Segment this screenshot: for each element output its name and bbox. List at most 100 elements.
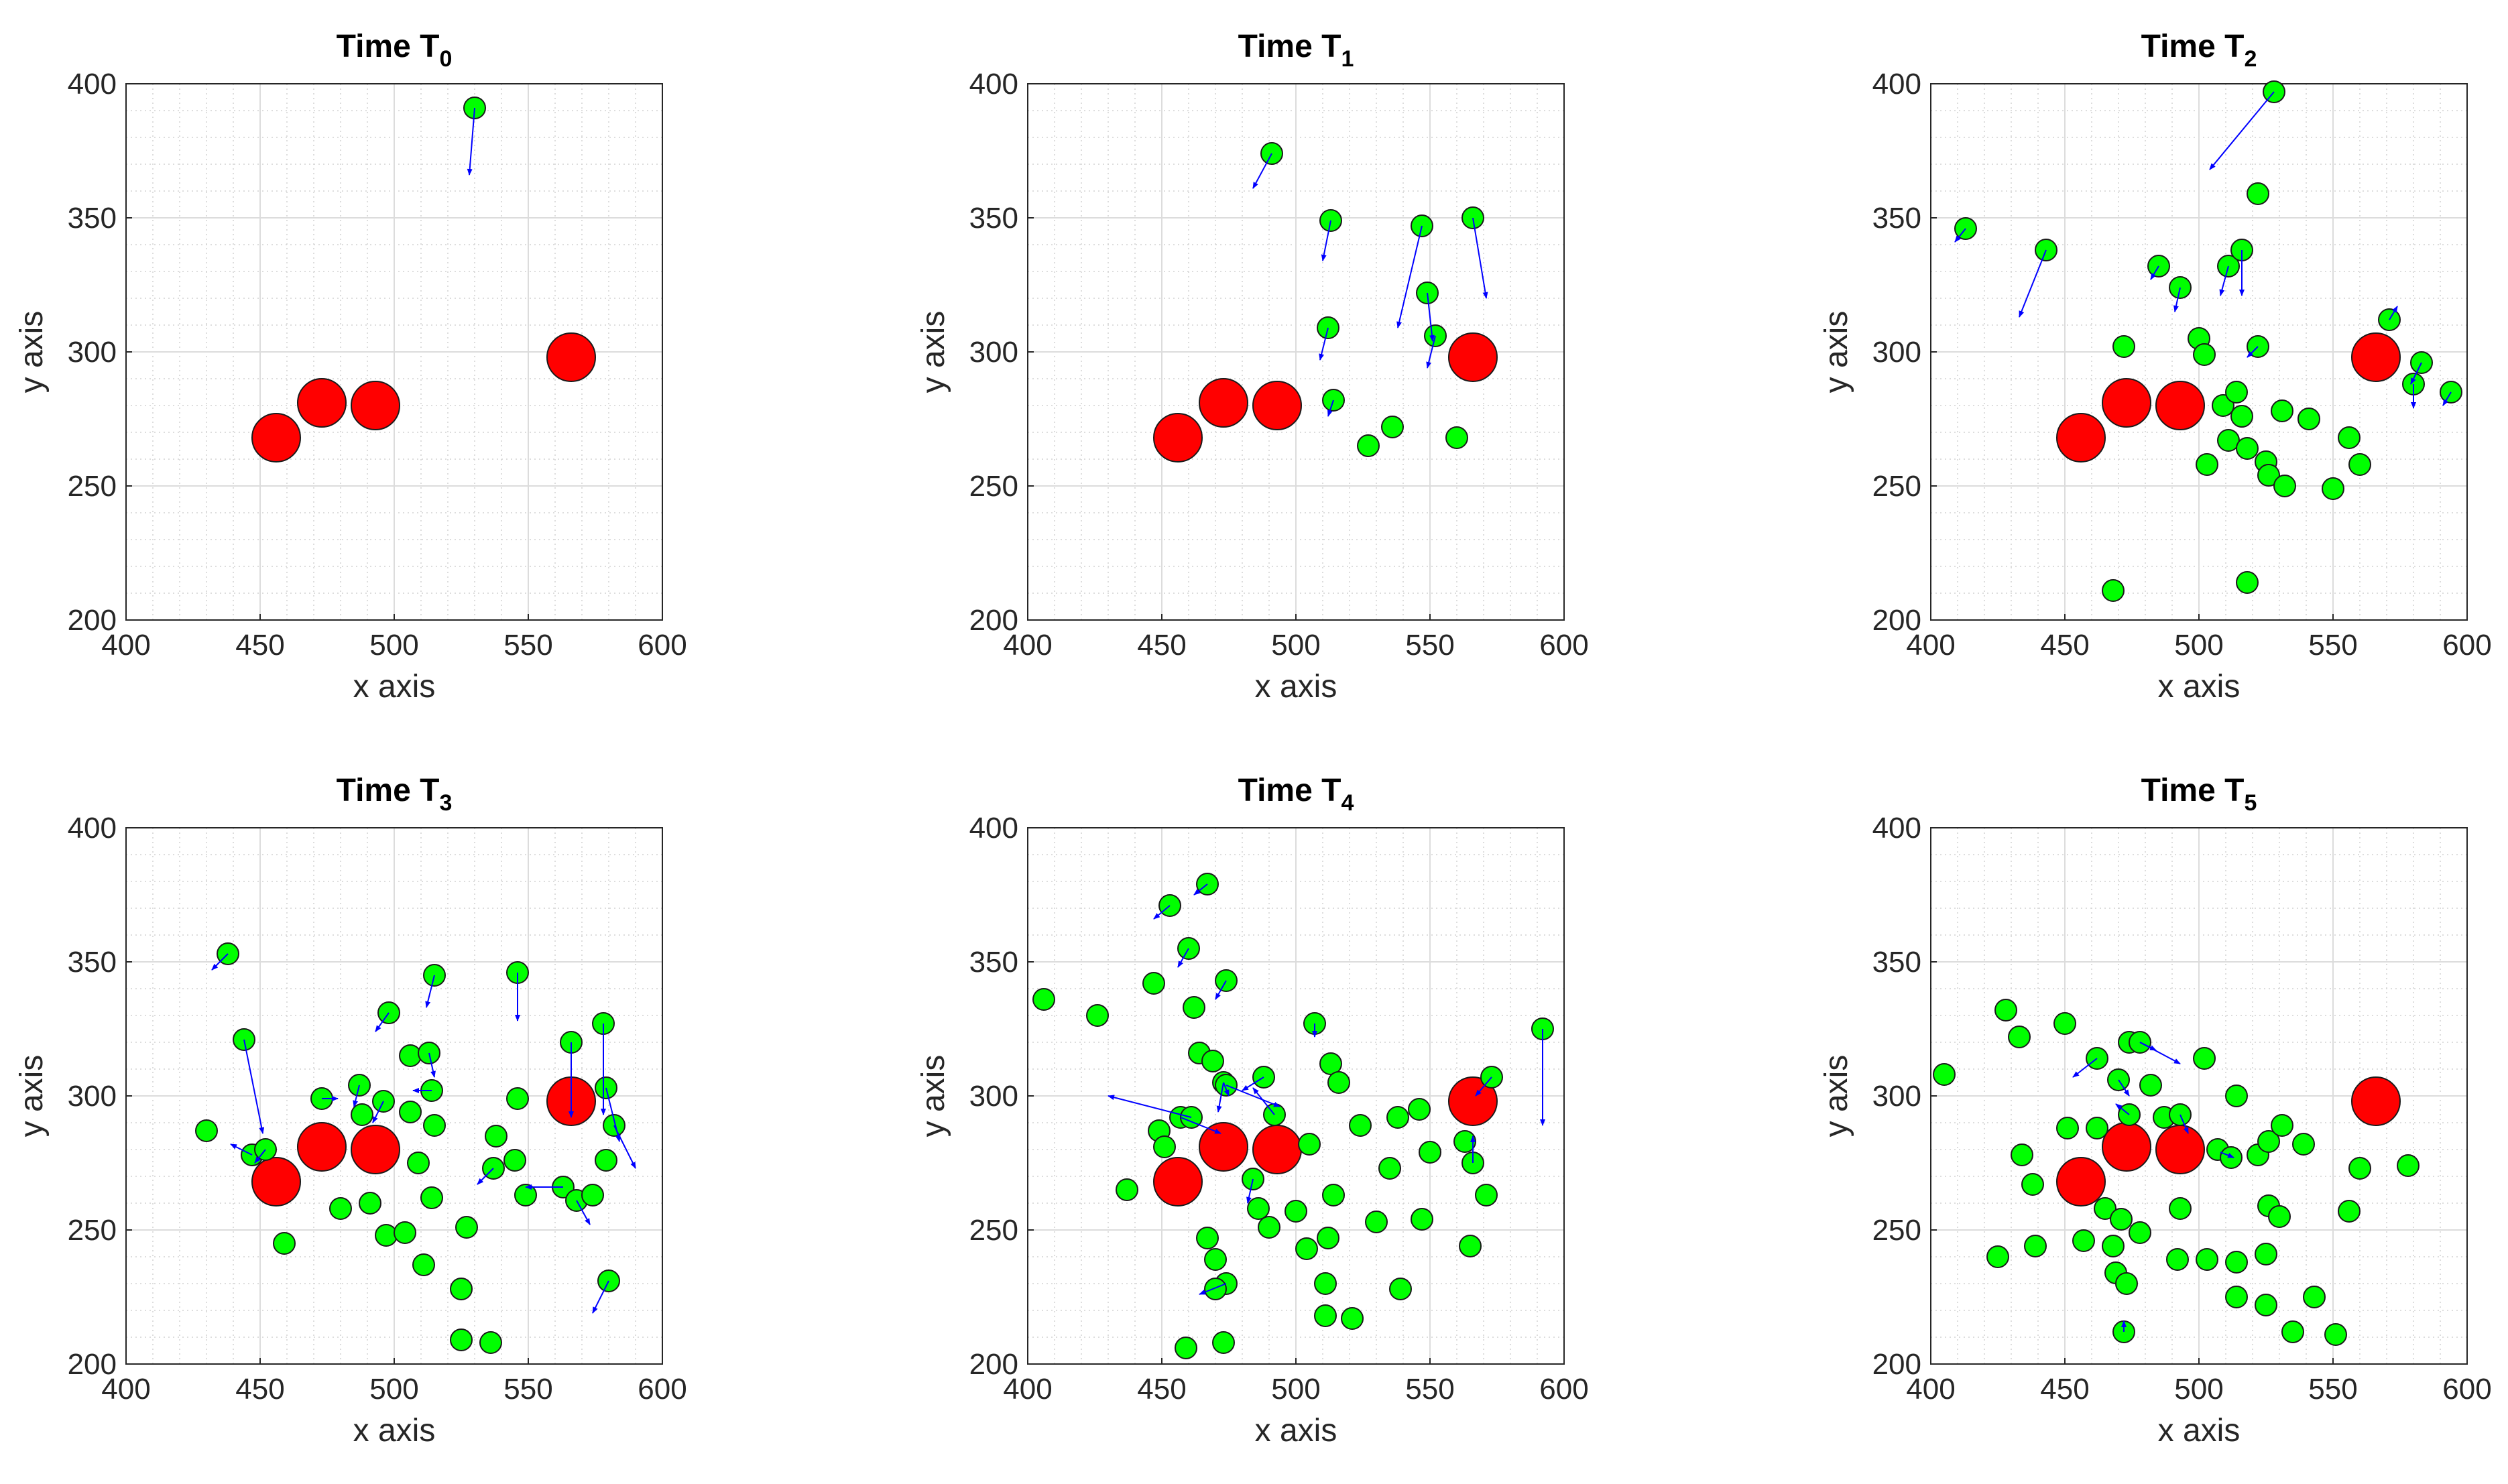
y-tick-label: 300 <box>68 336 117 369</box>
small-point <box>1459 1235 1482 1257</box>
subplot-3: 400 450 500 550 600 200 250 300 350 400 x axis y ax… <box>14 773 687 1448</box>
small-point <box>420 1186 443 1209</box>
small-point <box>1322 1184 1345 1207</box>
chart-title-subscript: 2 <box>2244 46 2257 72</box>
small-point <box>2273 475 2296 497</box>
velocity-arrow <box>2442 391 2452 406</box>
small-point <box>2094 1197 2116 1220</box>
x-tick-label: 500 <box>2174 1373 2223 1406</box>
y-tick-label: 400 <box>1872 68 1921 101</box>
x-tick-label: 400 <box>1906 1373 1955 1406</box>
chart-title: Time T2 <box>2141 29 2257 72</box>
x-tick-label: 600 <box>1539 629 1588 662</box>
y-axis-label: y axis <box>1819 1055 1854 1137</box>
small-point <box>2225 1251 2248 1274</box>
y-tick-label: 400 <box>1872 812 1921 845</box>
chart-title-subscript: 5 <box>2244 790 2257 816</box>
velocity-arrow <box>2389 306 2398 320</box>
velocity-arrow <box>2139 1042 2181 1064</box>
y-tick-label: 350 <box>969 946 1018 979</box>
small-point <box>1341 1307 1364 1330</box>
velocity-arrow <box>372 1101 384 1123</box>
large-point <box>2351 332 2401 382</box>
x-axis-label: x axis <box>1255 669 1337 704</box>
small-point <box>450 1278 473 1300</box>
x-tick-label: 400 <box>101 629 150 662</box>
small-point <box>1196 1227 1219 1249</box>
y-tick-label: 200 <box>969 604 1018 637</box>
small-point <box>407 1152 430 1174</box>
large-point <box>1252 381 1302 430</box>
velocity-arrow <box>2410 362 2422 385</box>
velocity-arrow <box>1472 217 1488 299</box>
small-point <box>2257 464 2280 487</box>
chart-title-subscript: 1 <box>1341 46 1354 72</box>
y-tick-label: 350 <box>68 202 117 235</box>
velocity-arrow <box>2247 346 2259 358</box>
large-point <box>297 378 347 428</box>
x-tick-label: 500 <box>1271 1373 1320 1406</box>
small-point <box>1175 1337 1197 1359</box>
x-tick-label: 500 <box>1271 629 1320 662</box>
chart-title-subscript: 0 <box>439 46 452 72</box>
small-point <box>450 1328 473 1351</box>
velocity-arrow <box>592 1280 609 1314</box>
velocity-arrow <box>428 1052 436 1078</box>
large-point <box>2102 378 2151 428</box>
small-point <box>2196 1248 2218 1271</box>
small-point <box>195 1119 218 1142</box>
small-point <box>1994 999 2017 1022</box>
y-tick-label: 300 <box>969 1080 1018 1113</box>
chart-title-subscript: 4 <box>1341 790 1354 816</box>
small-point <box>1445 426 1468 449</box>
small-point <box>2236 571 2259 594</box>
velocity-arrow <box>211 953 229 971</box>
y-tick-label: 400 <box>68 68 117 101</box>
y-tick-label: 300 <box>969 336 1018 369</box>
y-tick-label: 350 <box>1872 946 1921 979</box>
small-point <box>1298 1133 1321 1156</box>
chart-title-subscript: 3 <box>439 790 452 816</box>
small-point <box>2271 1114 2293 1137</box>
y-tick-label: 200 <box>969 1348 1018 1381</box>
small-point <box>394 1221 416 1244</box>
small-point <box>2112 335 2135 358</box>
velocity-arrow <box>1153 905 1171 920</box>
small-point <box>1357 434 1380 457</box>
velocity-arrow <box>2118 1079 2130 1097</box>
velocity-arrow <box>1246 1178 1254 1204</box>
velocity-arrow <box>1223 1082 1230 1097</box>
y-tick-label: 350 <box>969 202 1018 235</box>
velocity-arrow <box>254 1149 266 1164</box>
large-point <box>2102 1122 2151 1172</box>
velocity-arrow <box>2150 265 2159 280</box>
subplot-2: 400 450 500 550 600 200 250 300 350 400 x axis y ax… <box>1819 29 2492 704</box>
y-axis-label: y axis <box>1819 311 1854 393</box>
x-tick-label: 450 <box>235 1373 284 1406</box>
large-point <box>1448 1076 1498 1126</box>
large-point <box>1153 1157 1203 1207</box>
chart-title-main: Time T <box>337 29 440 64</box>
small-point <box>2011 1143 2033 1166</box>
small-point <box>1086 1004 1109 1027</box>
small-point <box>1314 1304 1337 1327</box>
velocity-arrow <box>2072 1058 2098 1078</box>
small-point <box>1314 1272 1337 1295</box>
small-point <box>479 1331 502 1354</box>
velocity-arrow <box>1242 1076 1264 1091</box>
y-axis-label: y axis <box>14 311 50 393</box>
large-point <box>546 332 596 382</box>
large-point <box>2056 413 2106 462</box>
small-point <box>485 1125 507 1148</box>
small-point <box>1247 1197 1270 1220</box>
x-tick-label: 550 <box>1405 629 1454 662</box>
velocity-arrow <box>467 107 475 176</box>
velocity-arrow <box>1252 153 1272 189</box>
chart-title-main: Time T <box>2141 773 2245 808</box>
chart-title: Time T3 <box>337 773 453 816</box>
data-marks <box>195 942 636 1354</box>
subplot-1: 400 450 500 550 600 200 250 300 350 400 x axis y ax… <box>916 29 1589 704</box>
small-point <box>1327 1071 1350 1094</box>
small-point <box>2115 1272 2138 1295</box>
small-point <box>273 1232 296 1255</box>
